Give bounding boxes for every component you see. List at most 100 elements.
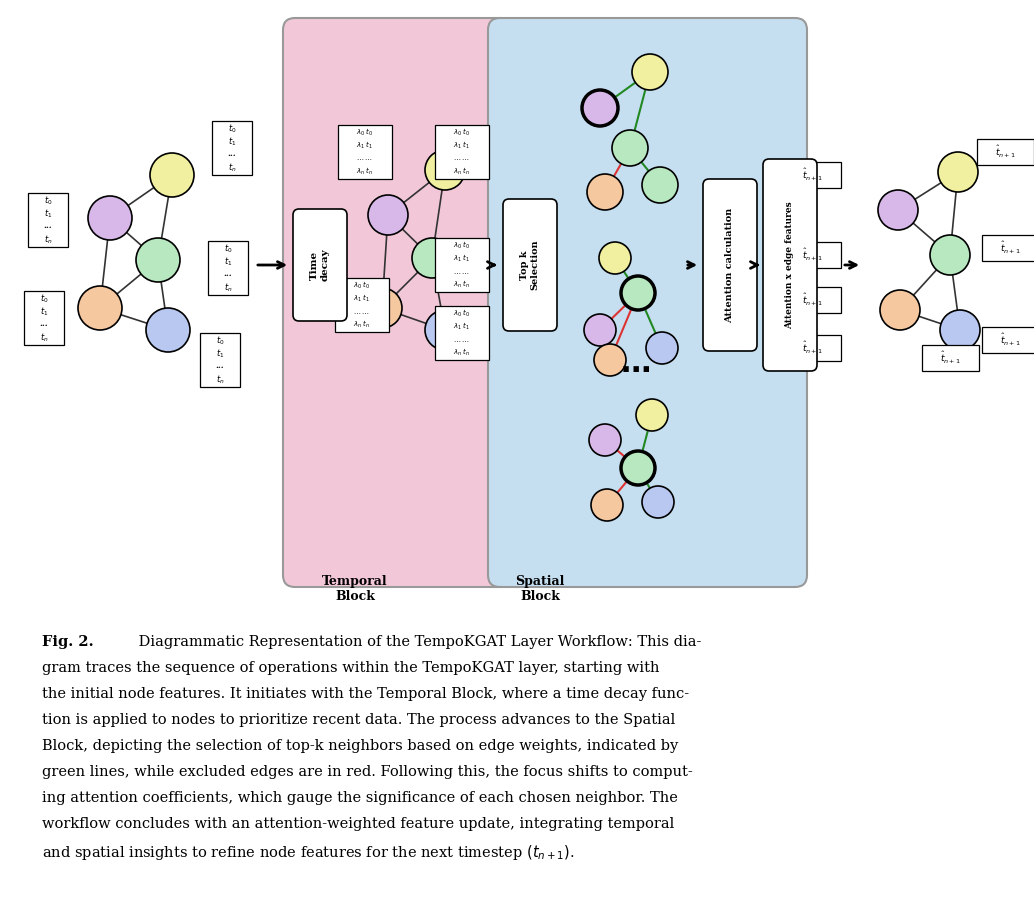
Text: $\lambda_n\;t_n$: $\lambda_n\;t_n$ bbox=[354, 318, 370, 330]
Text: $t_1$: $t_1$ bbox=[39, 305, 49, 318]
FancyBboxPatch shape bbox=[435, 238, 489, 292]
Text: $\lambda_1\;t_1$: $\lambda_1\;t_1$ bbox=[454, 321, 470, 332]
FancyBboxPatch shape bbox=[784, 162, 841, 188]
Circle shape bbox=[412, 238, 452, 278]
FancyBboxPatch shape bbox=[981, 327, 1034, 353]
Text: $\cdots\;\cdots$: $\cdots\;\cdots$ bbox=[454, 268, 470, 276]
Circle shape bbox=[599, 242, 631, 274]
FancyBboxPatch shape bbox=[435, 306, 489, 360]
Circle shape bbox=[587, 174, 624, 210]
Text: Block, depicting the selection of top-k neighbors based on edge weights, indicat: Block, depicting the selection of top-k … bbox=[42, 739, 678, 753]
Text: $\cdots\;\cdots$: $\cdots\;\cdots$ bbox=[454, 155, 470, 163]
Circle shape bbox=[938, 152, 978, 192]
Circle shape bbox=[621, 276, 655, 310]
Text: the initial node features. It initiates with the Temporal Block, where a time de: the initial node features. It initiates … bbox=[42, 687, 689, 701]
Text: $t_0$: $t_0$ bbox=[43, 194, 53, 207]
Circle shape bbox=[642, 486, 674, 518]
FancyBboxPatch shape bbox=[503, 199, 557, 331]
Text: gram traces the sequence of operations within the TempoKGAT layer, starting with: gram traces the sequence of operations w… bbox=[42, 661, 660, 675]
Text: green lines, while excluded edges are in red. Following this, the focus shifts t: green lines, while excluded edges are in… bbox=[42, 765, 693, 779]
Circle shape bbox=[636, 399, 668, 431]
Text: $\cdots\;\cdots$: $\cdots\;\cdots$ bbox=[454, 336, 470, 343]
FancyBboxPatch shape bbox=[976, 139, 1034, 165]
Circle shape bbox=[582, 90, 618, 126]
Text: $\lambda_0\;t_0$: $\lambda_0\;t_0$ bbox=[354, 280, 370, 291]
Text: $\mathbf{\cdots}$: $\mathbf{\cdots}$ bbox=[620, 355, 650, 386]
Text: $\hat{t}_{n+1}$: $\hat{t}_{n+1}$ bbox=[801, 292, 822, 308]
Text: $t_1$: $t_1$ bbox=[223, 255, 233, 268]
Text: $\lambda_1\;t_1$: $\lambda_1\;t_1$ bbox=[354, 293, 370, 304]
FancyBboxPatch shape bbox=[335, 278, 389, 332]
Text: ing attention coefficients, which gauge the significance of each chosen neighbor: ing attention coefficients, which gauge … bbox=[42, 791, 678, 805]
Text: Fig. 2.: Fig. 2. bbox=[42, 635, 94, 649]
Text: $t_0$: $t_0$ bbox=[39, 292, 49, 305]
Text: ...: ... bbox=[43, 223, 53, 230]
Circle shape bbox=[368, 195, 408, 235]
Text: $\hat{t}_{n+1}$: $\hat{t}_{n+1}$ bbox=[940, 350, 961, 366]
FancyBboxPatch shape bbox=[784, 242, 841, 268]
FancyBboxPatch shape bbox=[703, 179, 757, 351]
Text: $\lambda_n\;t_n$: $\lambda_n\;t_n$ bbox=[454, 166, 470, 177]
Text: $\lambda_n\;t_n$: $\lambda_n\;t_n$ bbox=[454, 278, 470, 290]
Text: ...: ... bbox=[39, 320, 49, 329]
FancyBboxPatch shape bbox=[24, 291, 64, 345]
Circle shape bbox=[622, 452, 653, 484]
Text: $\lambda_0\;t_0$: $\lambda_0\;t_0$ bbox=[453, 240, 470, 251]
Text: tion is applied to nodes to prioritize recent data. The process advances to the : tion is applied to nodes to prioritize r… bbox=[42, 713, 675, 727]
Text: $\hat{t}_{n+1}$: $\hat{t}_{n+1}$ bbox=[801, 247, 822, 263]
Circle shape bbox=[78, 286, 122, 330]
Text: $\cdots\;\cdots$: $\cdots\;\cdots$ bbox=[357, 155, 373, 163]
Text: ...: ... bbox=[227, 150, 237, 158]
Text: $t_1$: $t_1$ bbox=[216, 348, 224, 359]
Text: $\lambda_1\;t_1$: $\lambda_1\;t_1$ bbox=[357, 140, 373, 151]
Text: Time
decay: Time decay bbox=[310, 248, 330, 281]
Circle shape bbox=[362, 288, 402, 328]
Text: Spatial
Block: Spatial Block bbox=[515, 575, 565, 603]
FancyBboxPatch shape bbox=[212, 121, 252, 175]
FancyBboxPatch shape bbox=[338, 125, 392, 179]
Circle shape bbox=[88, 196, 132, 240]
FancyBboxPatch shape bbox=[28, 193, 68, 247]
Text: $\lambda_n\;t_n$: $\lambda_n\;t_n$ bbox=[454, 347, 470, 359]
Circle shape bbox=[591, 489, 624, 521]
Circle shape bbox=[880, 290, 920, 330]
Circle shape bbox=[612, 130, 648, 166]
FancyBboxPatch shape bbox=[208, 241, 248, 295]
Text: $\lambda_0\;t_0$: $\lambda_0\;t_0$ bbox=[453, 308, 470, 319]
Circle shape bbox=[425, 150, 465, 190]
Text: $\lambda_1\;t_1$: $\lambda_1\;t_1$ bbox=[454, 140, 470, 151]
Circle shape bbox=[146, 308, 190, 352]
Text: $\lambda_n\;t_n$: $\lambda_n\;t_n$ bbox=[357, 166, 373, 177]
Text: Top k
Selection: Top k Selection bbox=[520, 239, 540, 290]
Text: $\lambda_0\;t_0$: $\lambda_0\;t_0$ bbox=[453, 126, 470, 138]
Circle shape bbox=[594, 344, 626, 376]
FancyBboxPatch shape bbox=[283, 18, 512, 587]
FancyBboxPatch shape bbox=[981, 235, 1034, 261]
Text: $\hat{t}_{n+1}$: $\hat{t}_{n+1}$ bbox=[1000, 240, 1021, 256]
Circle shape bbox=[584, 314, 616, 346]
Text: $t_0$: $t_0$ bbox=[223, 242, 233, 255]
Text: $\cdots\;\cdots$: $\cdots\;\cdots$ bbox=[354, 308, 370, 316]
Text: $t_n$: $t_n$ bbox=[227, 161, 237, 174]
Text: $\hat{t}_{n+1}$: $\hat{t}_{n+1}$ bbox=[995, 144, 1015, 160]
Text: $t_n$: $t_n$ bbox=[43, 233, 53, 246]
Text: and spatial insights to refine node features for the next timestep $(t_{n+1})$.: and spatial insights to refine node feat… bbox=[42, 843, 575, 862]
Circle shape bbox=[632, 54, 668, 90]
FancyBboxPatch shape bbox=[293, 209, 347, 321]
Circle shape bbox=[878, 190, 918, 230]
Circle shape bbox=[425, 310, 465, 350]
FancyBboxPatch shape bbox=[784, 335, 841, 361]
Text: $t_n$: $t_n$ bbox=[39, 331, 49, 344]
Text: $t_n$: $t_n$ bbox=[216, 373, 224, 386]
Text: $\hat{t}_{n+1}$: $\hat{t}_{n+1}$ bbox=[801, 340, 822, 356]
Text: $\hat{t}_{n+1}$: $\hat{t}_{n+1}$ bbox=[801, 167, 822, 183]
Circle shape bbox=[642, 167, 678, 203]
Text: ...: ... bbox=[223, 270, 233, 278]
Text: $t_0$: $t_0$ bbox=[227, 122, 237, 135]
Text: ...: ... bbox=[216, 362, 224, 370]
Text: $t_1$: $t_1$ bbox=[43, 207, 52, 219]
Text: Temporal
Block: Temporal Block bbox=[323, 575, 388, 603]
FancyBboxPatch shape bbox=[763, 159, 817, 371]
Text: Attention x edge features: Attention x edge features bbox=[786, 201, 794, 329]
Circle shape bbox=[621, 451, 655, 485]
